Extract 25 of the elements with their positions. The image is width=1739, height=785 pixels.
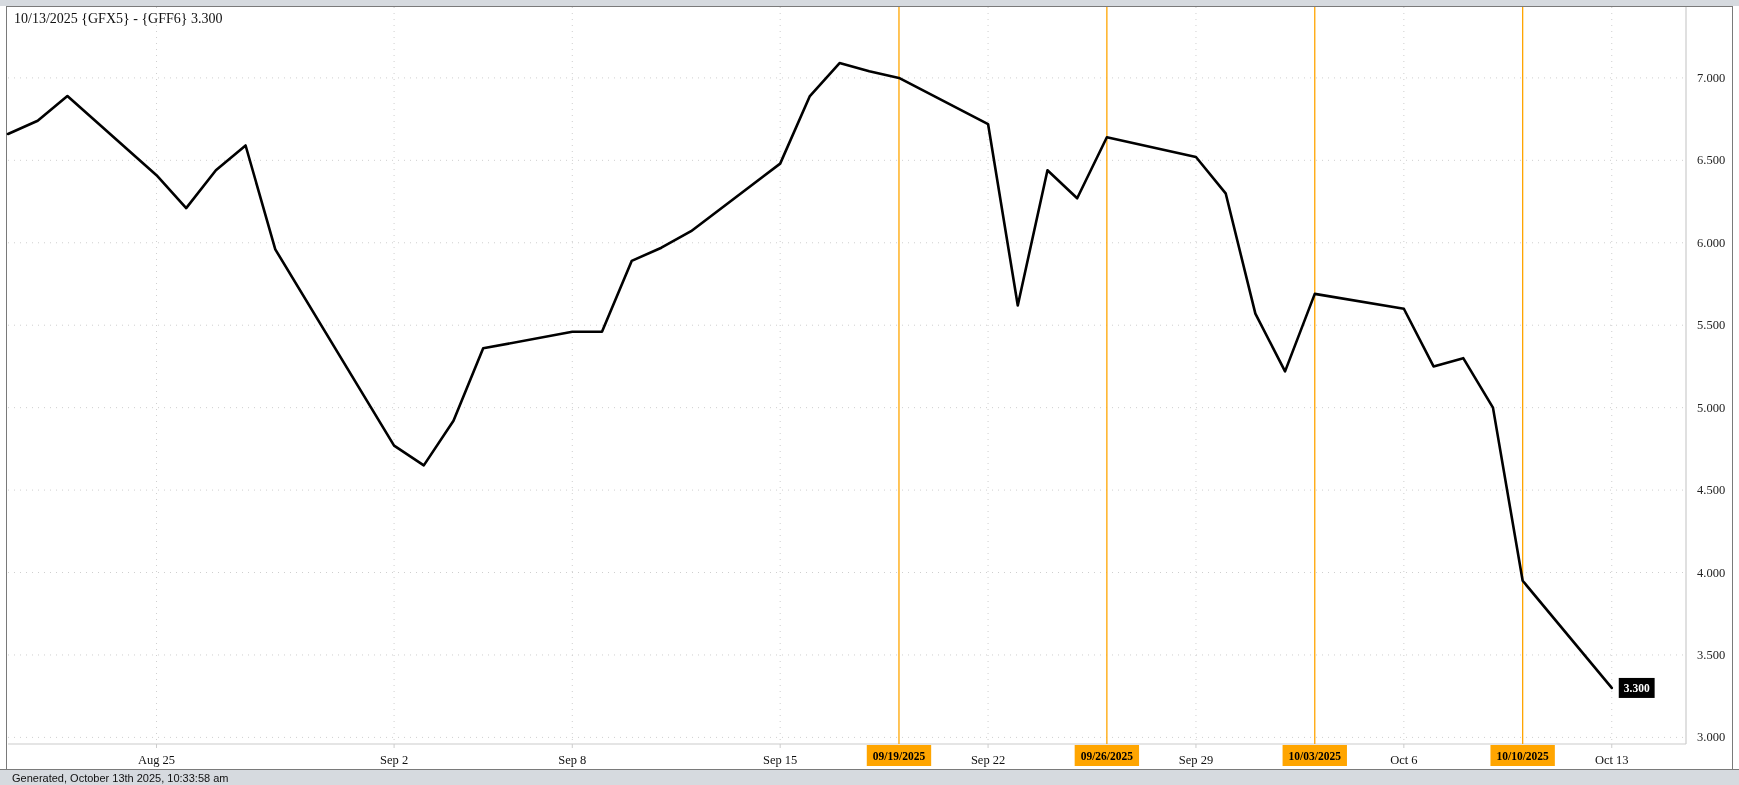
line-series <box>6 61 1614 690</box>
chart-title: 10/13/2025 {GFX5} - {GFF6} 3.300 <box>14 10 223 26</box>
ref-line-label: 10/10/2025 <box>1496 749 1550 762</box>
y-tick-label: 6.000 <box>1697 235 1726 250</box>
x-tick-label: Oct 13 <box>1594 753 1629 767</box>
y-tick-label: 3.000 <box>1697 730 1726 745</box>
x-tick-label: Sep 22 <box>970 753 1006 767</box>
y-tick-label: 3.500 <box>1697 647 1726 662</box>
ref-line-label: 09/19/2025 <box>872 749 926 762</box>
x-tick-label: Sep 2 <box>380 753 409 767</box>
data-label: 3.300 <box>1623 681 1650 694</box>
x-tick-label: Sep 29 <box>1178 753 1214 767</box>
x-tick-label: Sep 15 <box>762 753 798 767</box>
text: Generated, October 13th 2025, 10:33:58 am <box>12 771 229 784</box>
y-tick-label: 4.000 <box>1697 565 1726 580</box>
y-tick-label: 4.500 <box>1697 483 1726 498</box>
y-tick-label: 7.000 <box>1697 70 1726 85</box>
x-tick-label: Aug 25 <box>137 753 176 767</box>
x-tick-label: Sep 8 <box>558 753 587 767</box>
x-tick-label: Oct 6 <box>1390 753 1418 767</box>
y-tick-label: 5.000 <box>1697 400 1726 415</box>
y-tick-label: 6.500 <box>1697 153 1726 168</box>
ref-line-label: 09/26/2025 <box>1080 749 1134 762</box>
y-tick-label: 5.500 <box>1697 318 1726 333</box>
ref-line-label: 10/03/2025 <box>1288 749 1342 762</box>
